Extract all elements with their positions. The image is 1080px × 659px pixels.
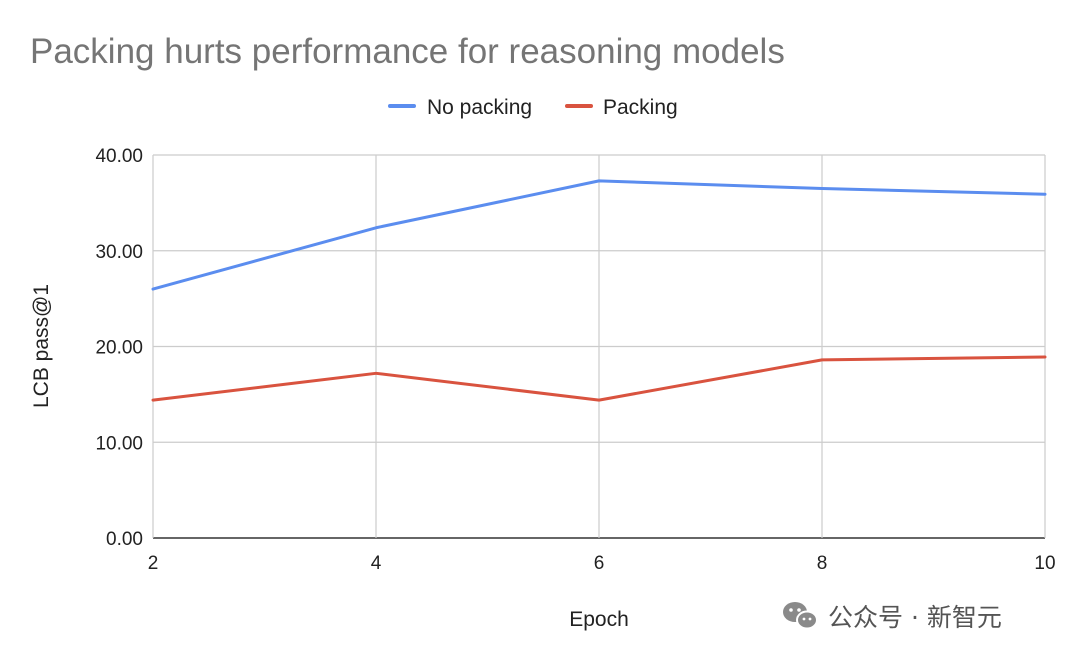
legend-item-no-packing: No packing bbox=[388, 96, 532, 119]
y-axis-ticks: 0.00 10.00 20.00 30.00 40.00 bbox=[95, 146, 143, 550]
chart-grid bbox=[152, 154, 1046, 539]
chart-title: Packing hurts performance for reasoning … bbox=[30, 32, 785, 71]
series-line-packing bbox=[151, 355, 1047, 402]
series-layer bbox=[151, 179, 1047, 402]
x-tick-label: 10 bbox=[1034, 553, 1055, 574]
legend-item-packing: Packing bbox=[565, 96, 678, 119]
chart-legend: No packing Packing bbox=[388, 96, 678, 119]
series-no-packing bbox=[151, 179, 1047, 291]
x-tick-label: 6 bbox=[594, 553, 605, 574]
y-axis-label: LCB pass@1 bbox=[30, 284, 53, 408]
x-tick-label: 8 bbox=[817, 553, 828, 574]
x-tick-label: 2 bbox=[148, 553, 159, 574]
watermark-text: 公众号 · 新智元 bbox=[828, 603, 1002, 632]
y-tick-label: 40.00 bbox=[95, 146, 143, 167]
x-axis-ticks: 2 4 6 8 10 bbox=[148, 553, 1056, 574]
y-tick-label: 30.00 bbox=[95, 242, 143, 263]
wechat-icon bbox=[783, 602, 818, 630]
y-tick-label: 0.00 bbox=[106, 529, 143, 550]
legend-label: Packing bbox=[603, 96, 678, 119]
series-line-no-packing bbox=[151, 179, 1047, 291]
y-tick-label: 10.00 bbox=[95, 433, 143, 454]
y-tick-label: 20.00 bbox=[95, 338, 143, 359]
series-packing bbox=[151, 355, 1047, 402]
x-tick-label: 4 bbox=[371, 553, 382, 574]
legend-label: No packing bbox=[427, 96, 532, 119]
x-axis-label: Epoch bbox=[569, 608, 629, 631]
watermark: 公众号 · 新智元 bbox=[783, 602, 1002, 632]
